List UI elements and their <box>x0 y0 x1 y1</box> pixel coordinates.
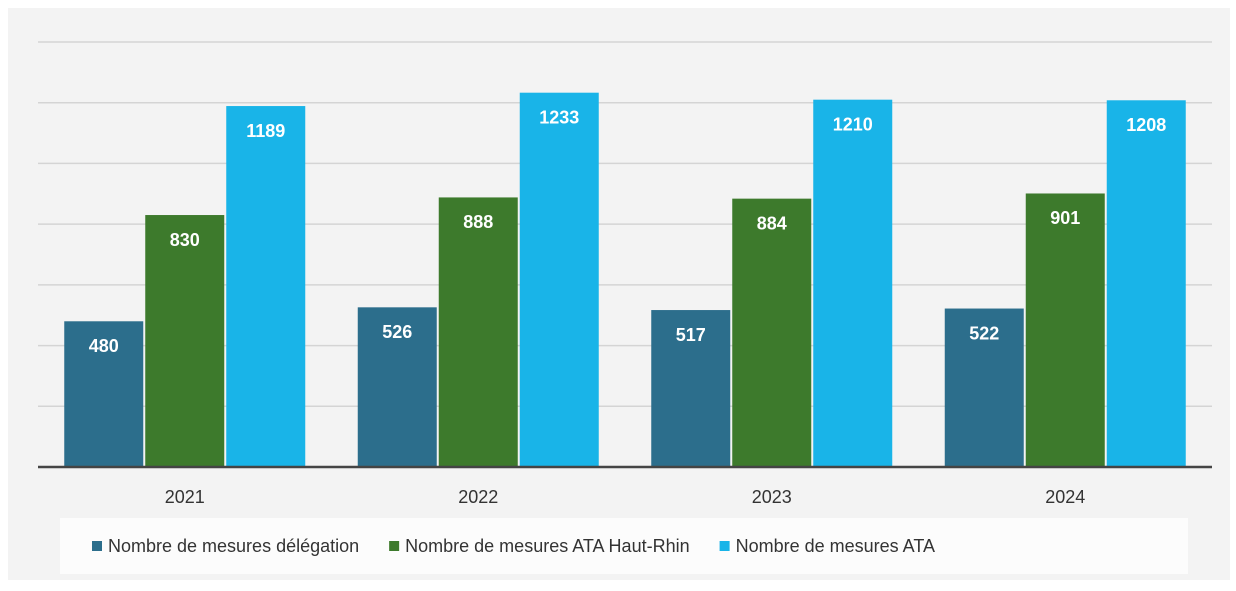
x-tick-label: 2021 <box>165 487 205 507</box>
x-tick-label: 2023 <box>752 487 792 507</box>
data-label: 1233 <box>539 107 579 127</box>
bar <box>438 197 518 467</box>
bar <box>357 307 437 467</box>
bar <box>1106 100 1186 468</box>
data-label: 1189 <box>246 121 285 141</box>
bar <box>519 92 599 468</box>
bar <box>1025 193 1105 467</box>
bar <box>813 99 893 467</box>
bar <box>64 321 144 467</box>
legend-swatch <box>389 541 400 551</box>
data-label: 884 <box>757 213 787 233</box>
x-tick-label: 2024 <box>1045 487 1085 507</box>
legend-label: Nombre de mesures ATA <box>736 536 935 556</box>
data-label: 830 <box>170 230 200 250</box>
data-label: 1208 <box>1126 115 1166 135</box>
data-label: 517 <box>676 325 706 345</box>
data-label: 901 <box>1050 208 1080 228</box>
data-label: 1210 <box>833 114 873 134</box>
bar <box>226 106 306 467</box>
legend-label: Nombre de mesures ATA Haut-Rhin <box>405 536 689 556</box>
legend-box <box>60 518 1188 574</box>
x-tick-label: 2022 <box>458 487 498 507</box>
bar <box>651 310 731 467</box>
bar <box>944 308 1024 467</box>
data-label: 526 <box>382 322 412 342</box>
bar <box>732 198 812 467</box>
legend-swatch <box>92 541 102 551</box>
legend-swatch <box>719 541 730 551</box>
data-label: 522 <box>969 323 999 343</box>
bar <box>145 215 225 467</box>
legend-label: Nombre de mesures délégation <box>108 536 359 556</box>
data-label: 480 <box>89 336 119 356</box>
data-label: 888 <box>463 212 493 232</box>
